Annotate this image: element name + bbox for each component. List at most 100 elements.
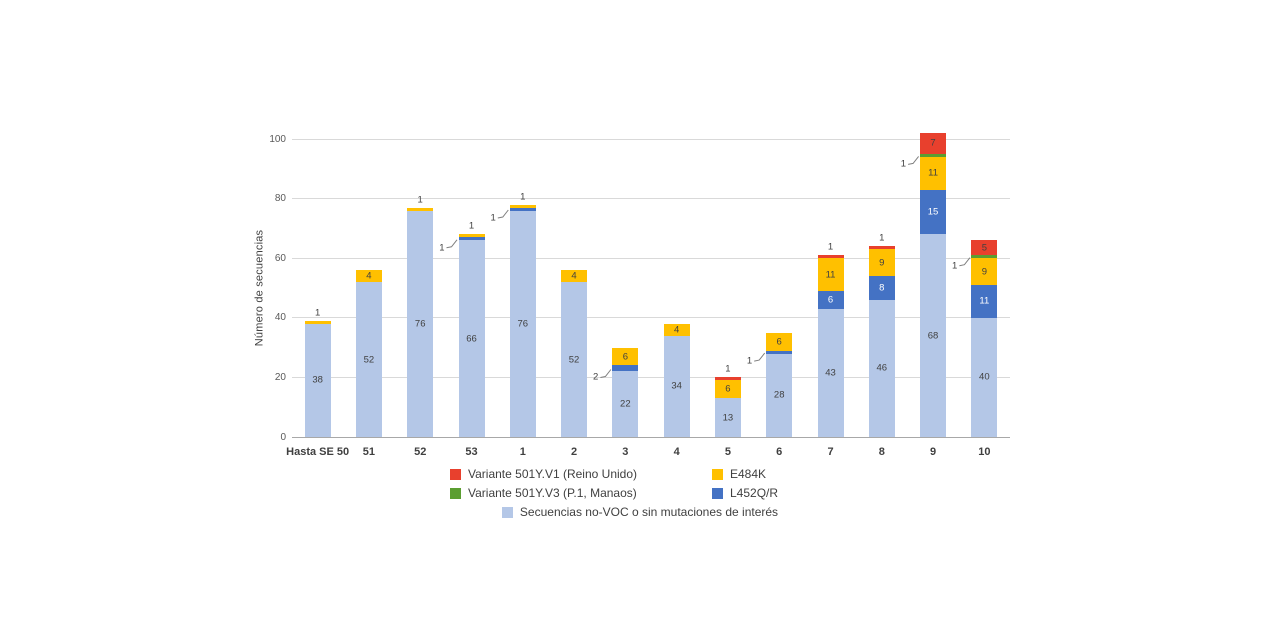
bar-value-label: 46: [876, 362, 888, 374]
bar-value-label: 7: [930, 137, 936, 149]
callout-label: 1: [900, 158, 907, 170]
bar-segment: [509, 207, 536, 211]
bar-value-label: 76: [517, 318, 529, 330]
bar-segment: [714, 398, 741, 437]
bar-segment: [817, 258, 844, 291]
bar-segment: [868, 249, 895, 277]
y-gridline: [292, 436, 1010, 438]
bar-segment: [766, 353, 793, 437]
bar-segment: [663, 335, 690, 437]
y-tick-label: 40: [274, 312, 286, 324]
x-category-label: 3: [622, 446, 629, 458]
legend-row: Secuencias no-VOC o sin mutaciones de in…: [450, 505, 830, 519]
bar-segment: [817, 255, 844, 259]
bar-value-label: 52: [363, 354, 375, 366]
bar-segment: [971, 258, 998, 285]
legend-label: L452Q/R: [730, 486, 779, 500]
bar-value-label: 6: [776, 336, 782, 348]
bar-segment: [561, 270, 588, 283]
bar-segment: [766, 332, 793, 351]
bar-value-label: 4: [571, 270, 577, 282]
legend-swatch-icon: [712, 468, 723, 480]
legend-label: Secuencias no-VOC o sin mutaciones de in…: [519, 505, 779, 519]
leader-line: [908, 156, 919, 165]
bar-value-label: 11: [928, 167, 938, 179]
bar-segment: [971, 255, 998, 259]
bar-value-label: 40: [979, 371, 990, 383]
legend-item: L452Q/R: [712, 486, 778, 500]
bar-value-label: 1: [417, 194, 423, 206]
x-category-label: 10: [978, 446, 991, 458]
plot-area: 0 20 40 60 80 100 Hasta SE 50 38 1 51 52 4 52 76 1 53 66…: [269, 133, 1010, 458]
bar-value-label: 1: [879, 232, 885, 244]
bar-segment: [920, 133, 947, 154]
legend-item: Variante 501Y.V1 (Reino Unido): [450, 467, 712, 481]
bar-segment: [458, 237, 485, 241]
bar-value-label: 66: [466, 333, 477, 345]
leader-line: [959, 257, 971, 267]
legend-swatch-icon: [450, 487, 461, 499]
callout-label: 1: [490, 212, 496, 224]
bar-value-label: 1: [468, 220, 475, 232]
bar-value-label: 5: [981, 242, 987, 254]
bar-value-label: 52: [568, 354, 580, 366]
y-gridline: [292, 257, 1010, 259]
y-gridline: [292, 138, 1010, 140]
bar-value-label: 28: [773, 389, 785, 401]
bar-segment: [766, 350, 793, 354]
bar-segment: [920, 234, 947, 437]
y-axis-title-wrap: Número de secuencias: [250, 139, 268, 437]
y-tick-label: 100: [269, 133, 286, 145]
bar-segment: [612, 371, 639, 437]
x-category-label: 1: [519, 446, 526, 458]
bar-segment: [971, 285, 998, 318]
bar-value-label: 4: [673, 324, 680, 336]
leader-lines: [446, 156, 971, 378]
bar-value-label: 76: [414, 318, 426, 330]
bar-value-label: 1: [725, 363, 731, 375]
bar-value-label: 34: [671, 380, 682, 392]
bar-value-label: 38: [312, 374, 323, 386]
bar-value-label: 9: [981, 266, 987, 278]
leader-line: [446, 239, 458, 249]
bar-value-label: 11: [979, 295, 990, 307]
callout-label: 2: [593, 371, 599, 383]
bar-segment: [561, 282, 588, 437]
y-tick-label: 80: [274, 193, 286, 205]
legend-row: Variante 501Y.V1 (Reino Unido) E484K: [450, 467, 830, 481]
leader-line: [754, 352, 766, 362]
bar-segment: [920, 153, 947, 157]
bar-segment: [920, 189, 947, 235]
bar-value-label: 1: [520, 191, 526, 203]
x-category-label: 6: [776, 446, 783, 458]
y-gridline: [292, 198, 1010, 200]
callout-label: 1: [439, 242, 445, 254]
bar-value-label: 6: [622, 351, 628, 363]
x-category-label: 8: [878, 446, 885, 458]
callout-label: 1: [746, 355, 753, 367]
bar-segment: [868, 276, 895, 300]
bar-segment: [714, 377, 741, 381]
x-category-label: Hasta SE 50: [286, 446, 350, 458]
x-category-label: 2: [571, 446, 578, 458]
x-category-label: 52: [414, 446, 427, 458]
legend-swatch-icon: [501, 506, 513, 518]
bar-segment: [355, 270, 382, 283]
bar-value-label: 6: [827, 294, 834, 306]
legend-label: Variante 501Y.V1 (Reino Unido): [468, 467, 637, 481]
bar-value-label: 11: [825, 269, 836, 281]
bar-segment: [407, 210, 434, 437]
bar-segment: [458, 234, 485, 238]
x-category-label: 51: [362, 446, 376, 458]
bar-value-label: 22: [620, 398, 631, 410]
bar-segment: [817, 308, 844, 437]
legend-swatch-icon: [450, 468, 461, 480]
legend-label: E484K: [730, 467, 767, 481]
bar-value-label: 9: [879, 257, 885, 269]
leader-line: [497, 209, 509, 219]
bar-segment: [663, 323, 690, 336]
bar-value-label: 6: [725, 383, 731, 395]
bar-value-label: 1: [827, 241, 834, 253]
bar-segment: [714, 380, 741, 399]
